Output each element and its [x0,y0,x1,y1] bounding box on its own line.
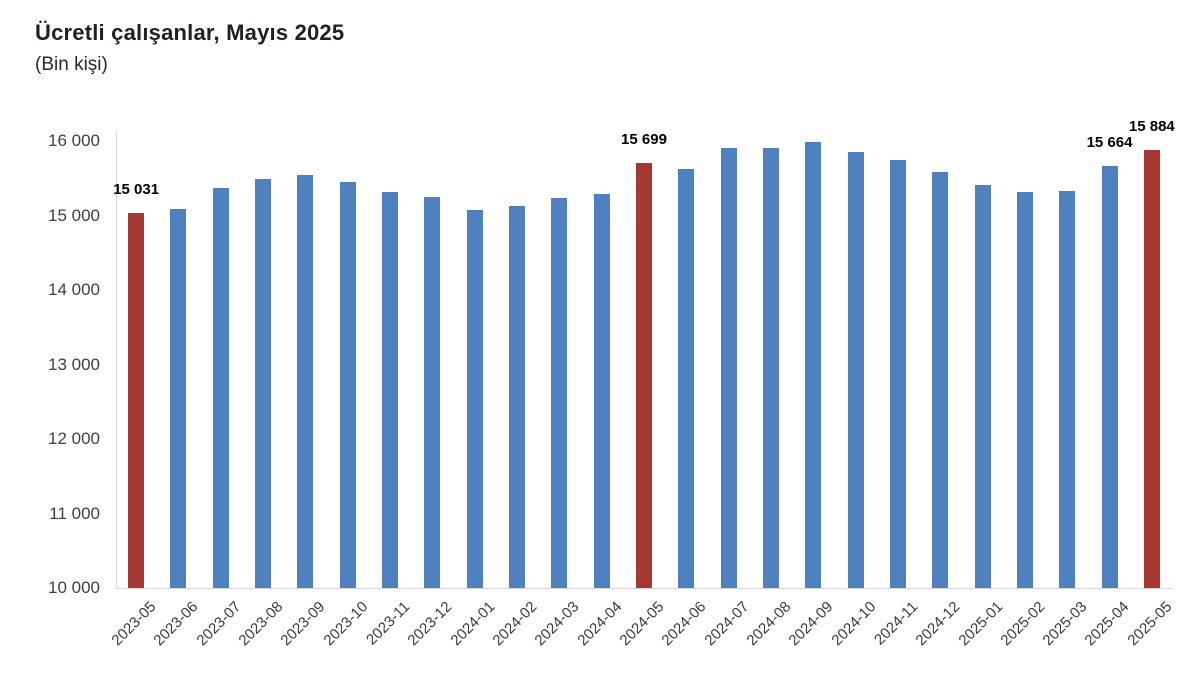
page-subtitle: (Bin kişi) [35,54,108,75]
x-axis-label-2024-08: 2024-08 [743,598,795,650]
chart-header: Ücretli çalışanlar, Mayıs 2025 (Bin kişi… [35,20,344,76]
x-axis-label-2023-12: 2023-12 [404,598,456,650]
bar-2024-09 [805,142,822,588]
bar-2025-05 [1143,149,1160,588]
bar-2024-06 [678,169,695,588]
x-axis-label-2024-09: 2024-09 [785,598,837,650]
x-axis-label-2024-10: 2024-10 [827,598,879,650]
bar-2024-02 [509,206,526,588]
bar-2024-08 [762,148,779,588]
bar-value-label-2023-05: 15 031 [113,181,160,199]
x-axis-label-2023-09: 2023-09 [277,598,329,650]
page-title: Ücretli çalışanlar, Mayıs 2025 [35,20,345,45]
y-axis-tick-label: 10 000 [48,578,100,597]
x-axis-label-2024-02: 2024-02 [489,598,541,650]
x-axis-line [116,588,1173,589]
bar-2024-03 [551,198,568,588]
y-axis-tick-label: 11 000 [49,503,100,523]
x-axis-label-2024-05: 2024-05 [616,598,668,650]
y-axis-tick-label: 15 000 [48,205,100,225]
x-axis-label-2023-05: 2023-05 [108,598,160,650]
x-axis-label-2025-02: 2025-02 [997,598,1049,650]
bar-2023-09 [297,174,314,588]
y-axis-line [116,131,117,588]
y-axis-tick-label: 16 000 [48,131,100,150]
bar-2023-08 [255,179,272,588]
bar-value-label-2025-05: 15 884 [1128,117,1175,135]
bar-2023-11 [382,192,399,588]
x-axis-label-2024-01: 2024-01 [447,598,499,650]
bar-2025-04 [1101,166,1118,588]
bar-2024-11 [889,159,906,588]
x-axis-label-2024-11: 2024-11 [871,598,922,649]
x-axis-label-2024-06: 2024-06 [658,598,710,650]
bar-2025-03 [1059,190,1076,588]
y-axis-tick-label: 14 000 [48,280,100,299]
y-axis-tick-label: 13 000 [48,354,100,374]
x-axis-label-2023-08: 2023-08 [235,598,287,650]
bar-2025-01 [974,184,991,588]
bar-2024-07 [720,147,737,588]
bar-2023-07 [212,187,229,588]
x-axis-label-2025-03: 2025-03 [1039,598,1091,650]
x-axis-label-2024-03: 2024-03 [531,598,583,650]
bar-2024-05 [636,163,652,588]
bar-2024-12 [932,171,949,588]
x-axis-label-2025-05: 2025-05 [1124,598,1176,650]
bar-2025-02 [1016,192,1033,588]
x-axis-label-2023-11: 2023-11 [363,598,414,649]
bar-2023-10 [339,181,356,588]
x-axis-label-2025-04: 2025-04 [1081,598,1133,650]
x-axis-label-2025-01: 2025-01 [954,598,1006,650]
x-axis-label-2023-06: 2023-06 [150,598,202,650]
x-axis-label-2024-12: 2024-12 [912,598,964,650]
x-axis-label-2023-10: 2023-10 [320,598,372,650]
bar-2023-06 [170,209,187,588]
bar-value-label-2025-04: 15 664 [1086,134,1133,152]
bar-2024-10 [847,151,864,588]
bar-2024-01 [466,209,483,588]
bar-2023-12 [424,196,441,588]
x-axis-label-2024-04: 2024-04 [574,598,626,650]
bar-value-label-2024-05: 15 699 [621,131,667,149]
bar-2023-05 [128,213,145,588]
x-axis-label-2023-07: 2023-07 [193,598,245,650]
y-axis-tick-label: 12 000 [48,429,100,448]
bar-2024-04 [593,193,610,588]
x-axis-label-2024-07: 2024-07 [700,598,752,650]
